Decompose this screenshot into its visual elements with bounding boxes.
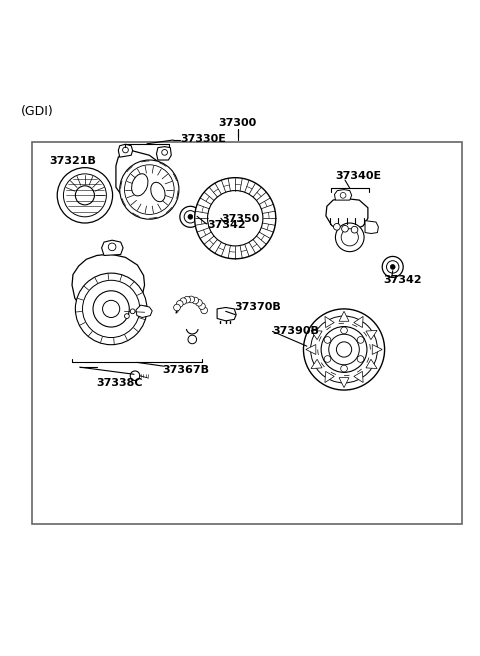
Polygon shape <box>118 144 132 157</box>
Bar <box>219 311 232 318</box>
Text: 37340E: 37340E <box>336 171 382 181</box>
Circle shape <box>334 224 340 230</box>
Circle shape <box>192 297 199 304</box>
Polygon shape <box>365 220 378 234</box>
Circle shape <box>75 273 147 344</box>
Ellipse shape <box>132 174 148 196</box>
Circle shape <box>130 371 140 380</box>
Circle shape <box>130 309 135 314</box>
Circle shape <box>124 165 174 215</box>
Circle shape <box>57 168 113 223</box>
Circle shape <box>357 337 364 343</box>
Text: 37338C: 37338C <box>96 378 143 388</box>
Circle shape <box>184 211 197 223</box>
Circle shape <box>120 160 179 219</box>
Circle shape <box>329 334 360 365</box>
Text: 37342: 37342 <box>207 220 246 230</box>
Text: (GDI): (GDI) <box>21 105 53 117</box>
Text: 37370B: 37370B <box>234 302 281 312</box>
Circle shape <box>336 342 352 357</box>
Circle shape <box>199 303 205 310</box>
Text: 37390B: 37390B <box>273 326 319 337</box>
Polygon shape <box>134 203 152 215</box>
Circle shape <box>184 297 191 303</box>
Polygon shape <box>326 198 368 230</box>
Circle shape <box>162 150 168 155</box>
Circle shape <box>188 296 194 303</box>
Circle shape <box>207 190 263 246</box>
Ellipse shape <box>151 182 165 201</box>
Polygon shape <box>354 316 363 327</box>
Circle shape <box>341 365 348 372</box>
Circle shape <box>321 327 367 373</box>
Circle shape <box>201 307 207 314</box>
Polygon shape <box>366 331 377 340</box>
Polygon shape <box>84 312 106 324</box>
Polygon shape <box>116 150 168 203</box>
Circle shape <box>124 314 129 318</box>
Circle shape <box>63 174 107 216</box>
Circle shape <box>336 223 364 252</box>
Circle shape <box>357 356 364 362</box>
Circle shape <box>188 335 197 344</box>
Circle shape <box>340 192 346 198</box>
Polygon shape <box>354 371 363 382</box>
Circle shape <box>180 298 187 304</box>
Circle shape <box>324 356 331 362</box>
Polygon shape <box>102 240 123 255</box>
Circle shape <box>386 260 399 273</box>
Polygon shape <box>217 308 236 321</box>
Circle shape <box>103 300 120 318</box>
Polygon shape <box>72 254 144 314</box>
Circle shape <box>122 147 128 153</box>
Circle shape <box>342 226 348 232</box>
Circle shape <box>83 280 140 338</box>
Polygon shape <box>366 359 377 369</box>
Polygon shape <box>311 331 322 340</box>
Circle shape <box>311 316 377 383</box>
Polygon shape <box>335 190 352 200</box>
Circle shape <box>351 226 358 233</box>
Circle shape <box>341 327 348 334</box>
Polygon shape <box>306 344 316 354</box>
Text: 37321B: 37321B <box>49 156 96 166</box>
Circle shape <box>92 316 98 322</box>
Circle shape <box>195 178 276 259</box>
Polygon shape <box>339 312 349 321</box>
Circle shape <box>303 309 384 390</box>
Circle shape <box>188 215 193 219</box>
Circle shape <box>177 300 183 307</box>
Polygon shape <box>325 371 334 382</box>
Polygon shape <box>325 316 334 327</box>
Circle shape <box>180 206 201 228</box>
Circle shape <box>341 229 359 246</box>
Circle shape <box>140 207 146 213</box>
Polygon shape <box>136 305 152 318</box>
Bar <box>33 142 462 523</box>
Polygon shape <box>372 344 382 354</box>
Circle shape <box>390 264 395 270</box>
Circle shape <box>93 291 129 327</box>
Text: 37300: 37300 <box>218 117 257 128</box>
Polygon shape <box>339 378 349 388</box>
Circle shape <box>324 337 331 343</box>
Polygon shape <box>156 147 171 160</box>
Polygon shape <box>311 359 322 369</box>
Text: 37330E: 37330E <box>180 134 226 144</box>
Text: 37342: 37342 <box>383 276 422 285</box>
Text: 37367B: 37367B <box>163 365 210 375</box>
Circle shape <box>195 300 202 306</box>
Circle shape <box>382 256 403 277</box>
Text: 37350: 37350 <box>221 215 259 224</box>
Circle shape <box>75 186 95 205</box>
Circle shape <box>108 243 116 251</box>
Circle shape <box>174 304 180 311</box>
